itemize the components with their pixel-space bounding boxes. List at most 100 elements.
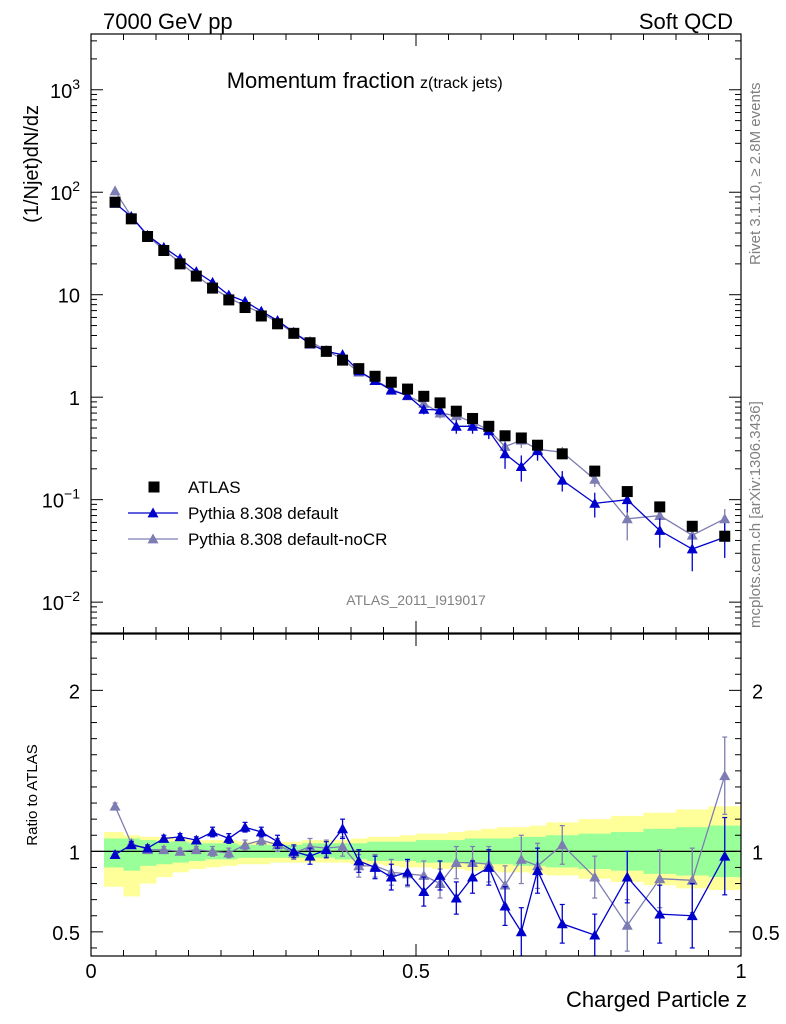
default-ratio-point xyxy=(621,871,633,882)
atlas-point xyxy=(402,383,414,395)
ratio-x-tick-label: 1 xyxy=(735,961,746,983)
atlas-point xyxy=(532,439,544,451)
default-point xyxy=(621,494,633,505)
default-ratio-point xyxy=(515,926,527,937)
atlas-point xyxy=(174,258,186,270)
default-ratio-point xyxy=(532,865,544,876)
atlas-point xyxy=(109,196,121,208)
noCR-ratio-point xyxy=(207,845,219,856)
main-y-tick-label: 10 xyxy=(58,286,80,308)
default-point xyxy=(515,461,527,472)
default-ratio-point xyxy=(320,844,332,855)
main-y-ticks xyxy=(91,40,741,634)
default-ratio-point xyxy=(450,892,462,903)
atlas-point xyxy=(719,530,731,542)
main-y-tick-label: 10−2 xyxy=(42,588,80,615)
default-ratio-point xyxy=(418,886,430,896)
atlas-point xyxy=(304,337,316,349)
default-line xyxy=(114,202,725,550)
legend-default-marker xyxy=(147,507,159,518)
atlas-point xyxy=(515,432,527,444)
noCR-point xyxy=(418,397,430,408)
default-ratio-point xyxy=(239,821,251,832)
noCR-ratio-point xyxy=(255,834,267,845)
default-point xyxy=(499,448,511,459)
default-point xyxy=(385,384,397,395)
noCR-point xyxy=(589,473,601,484)
default-point xyxy=(434,404,446,415)
atlas-point xyxy=(621,486,633,498)
noCR-ratio-point xyxy=(499,879,511,890)
header-right: Soft QCD xyxy=(639,9,733,34)
atlas-point xyxy=(272,318,284,330)
default-ratio-point xyxy=(467,871,479,882)
legend-noCR-marker xyxy=(147,533,159,544)
header-left: 7000 GeV pp xyxy=(103,9,233,34)
default-ratio-point xyxy=(158,832,170,843)
main-ylabel: (1/Njet)dN/dz xyxy=(21,105,43,223)
ratio-panel: 0.5 0.51 12 2 0 0.5 1 Ratio to ATLAS Charged … xyxy=(24,633,780,1012)
default-ratio-point xyxy=(686,910,698,921)
default-point xyxy=(556,474,568,485)
x-axis-label: Charged Particle z xyxy=(566,987,747,1012)
atlas-point xyxy=(385,376,397,388)
atlas-point xyxy=(686,520,698,532)
default-point xyxy=(654,525,666,535)
default-point xyxy=(589,497,601,508)
ratio-ticks xyxy=(90,634,742,956)
ratio-y-tick-label-left: 1 xyxy=(69,842,80,864)
atlas-point xyxy=(337,354,349,366)
noCR-point xyxy=(109,185,121,196)
default-ratio-point xyxy=(589,929,601,940)
legend-label: Pythia 8.308 default xyxy=(188,504,339,523)
noCR-ratio-point xyxy=(304,841,316,851)
ratio-y-tick-labels: 0.5 0.5 1 1 2 2 xyxy=(52,681,780,945)
ratio-y-tick-label-right: 2 xyxy=(752,681,763,703)
noCR-ratio-point xyxy=(686,874,698,885)
atlas-point xyxy=(353,363,365,375)
atlas-point xyxy=(288,327,300,339)
noCR-ratio-point xyxy=(337,841,349,851)
analysis-id: ATLAS_2011_I919017 xyxy=(346,592,486,608)
atlas-point xyxy=(239,302,251,314)
atlas-point xyxy=(483,420,495,432)
default-ratio-point xyxy=(272,836,284,847)
default-ratio-point xyxy=(125,839,137,850)
ratio-x-tick-label: 0.5 xyxy=(402,961,430,983)
default-point xyxy=(450,420,462,431)
default-ratio-point xyxy=(385,871,397,882)
default-point xyxy=(402,389,414,400)
noCR-ratio-point xyxy=(556,839,568,850)
noCR-point xyxy=(654,510,666,520)
noCR-ratio-point xyxy=(450,857,462,868)
legend: ATLAS Pythia 8.308 default Pythia 8.308 de… xyxy=(128,478,387,549)
default-ratio-point xyxy=(369,861,381,872)
atlas-point xyxy=(223,294,235,306)
atlas-point xyxy=(190,270,202,282)
noCR-ratio-point xyxy=(223,847,235,858)
atlas-point xyxy=(142,230,154,242)
atlas-point xyxy=(369,370,381,382)
noCR-ratio-point xyxy=(174,845,186,856)
ratio-ylabel: Ratio to ATLAS xyxy=(24,744,41,845)
default-ratio-point xyxy=(223,832,235,843)
legend-atlas-marker xyxy=(148,481,160,493)
noCR-point xyxy=(719,513,731,524)
default-ratio-point xyxy=(434,870,446,880)
atlas-point xyxy=(158,245,170,257)
default-ratio-point xyxy=(556,918,568,929)
default-ratio-point xyxy=(255,826,267,837)
ratio-x-tick-label: 0 xyxy=(85,961,96,983)
default-ratio-point xyxy=(499,900,511,911)
noCR-ratio-point xyxy=(589,871,601,882)
atlas-point xyxy=(418,390,430,402)
default-ratio-point xyxy=(304,850,316,861)
rivet-version: Rivet 3.1.10, ≥ 2.8M events xyxy=(747,83,764,266)
main-panel: Momentum fraction z(track jets) (1/Njet)… xyxy=(21,33,742,634)
ratio-y-tick-label-right: 0.5 xyxy=(752,923,780,945)
ratio-x-tick-labels: 0 0.5 1 xyxy=(85,961,746,983)
mcplots-source: mcplots.cern.ch [arXiv:1306.3436] xyxy=(747,401,764,628)
chart-title: Momentum fraction xyxy=(227,68,415,93)
noCR-ratio-point xyxy=(654,873,666,884)
legend-label: Pythia 8.308 default-noCR xyxy=(188,530,387,549)
